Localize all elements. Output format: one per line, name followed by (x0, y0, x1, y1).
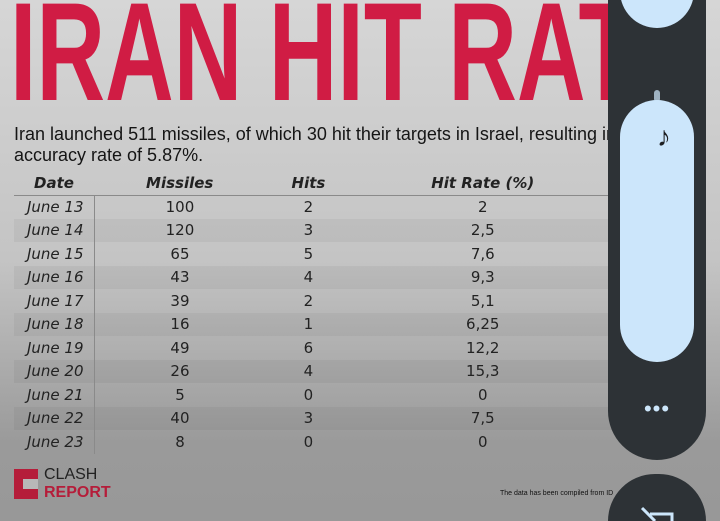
ringer-mode-button[interactable] (620, 0, 694, 28)
media-volume-slider[interactable]: ♪ (620, 100, 694, 362)
table-cell: 26 (94, 359, 266, 383)
table-cell: 1 (265, 312, 352, 336)
table-cell: 3 (265, 406, 352, 430)
column-header: Hit Rate (%) (351, 171, 614, 196)
table-cell: 5 (303, 244, 314, 263)
table-cell: June 16 (14, 265, 95, 289)
logo-text: CLASH (44, 466, 98, 483)
volume-panel: ♪ ••• (608, 0, 706, 460)
table-cell: 49 (170, 338, 190, 357)
table-cell: 15,3 (351, 359, 614, 383)
slider-handle[interactable] (654, 90, 660, 102)
table-cell: 7,5 (351, 406, 614, 430)
table-row: June 21 5 0 0 (14, 383, 614, 407)
table-cell: June 15 (14, 242, 95, 266)
table-cell: June 22 (14, 406, 95, 430)
table-row: June 18 16 1 6,25 (14, 312, 614, 336)
table-cell: 0 (303, 385, 314, 404)
table-cell: 8 (175, 432, 185, 451)
table-cell: 6 (303, 338, 314, 357)
table-cell: 9,3 (351, 265, 614, 289)
table-row: June 14 120 3 2,5 (14, 218, 614, 242)
table-cell: 40 (94, 406, 266, 430)
subtitle-line: Iran launched 511 missiles, of which 30 … (14, 124, 641, 144)
cast-off-button[interactable] (608, 474, 706, 521)
table-cell: 2 (303, 291, 314, 310)
table-cell: June 23 (14, 430, 95, 454)
table-cell: 2,5 (351, 218, 614, 242)
table-cell: 0 (303, 432, 314, 451)
table-cell: 7,6 (470, 244, 495, 263)
table-cell: 5 (175, 385, 185, 404)
table-cell: 4 (265, 265, 352, 289)
table-cell: June 19 (14, 336, 95, 360)
music-note-icon: ♪ (657, 121, 671, 152)
table-row: June 13 100 2 2 (14, 195, 614, 219)
more-settings-button[interactable]: ••• (643, 396, 671, 421)
logo-text: REPORT (44, 484, 111, 501)
table-cell: 5,1 (470, 291, 495, 310)
headline-text: IRAN HIT RATE (10, 0, 700, 110)
table-cell: June 13 (14, 195, 95, 219)
table-cell: 0 (477, 432, 488, 451)
table-cell: 100 (165, 198, 195, 216)
table-row: June 23 8 0 0 (14, 430, 614, 454)
table-cell: 12,2 (466, 338, 500, 357)
table-cell: 6,25 (351, 312, 614, 336)
table-cell: 0 (477, 385, 488, 404)
table-row: June 15 65 5 7,6 (14, 242, 614, 266)
table-cell: June 18 (14, 312, 95, 336)
table-cell: June 20 (14, 359, 95, 383)
cast-off-icon (640, 506, 674, 521)
table-row: June 19 49 6 12,2 (14, 336, 614, 360)
table-cell: 3 (265, 218, 352, 242)
table-row: June 16 43 4 9,3 (14, 265, 614, 289)
table-cell: 39 (170, 291, 190, 310)
logo-mark (14, 469, 38, 499)
table-cell: 2 (303, 198, 314, 216)
table-row: June 22 40 3 7,5 (14, 406, 614, 430)
footnote: The data has been compiled from ID (500, 490, 614, 497)
table-cell: 16 (94, 312, 266, 336)
table-cell: 2 (477, 198, 488, 216)
column-header: Hits (265, 171, 352, 196)
column-header: Missiles (94, 171, 266, 196)
table-cell: June 17 (14, 289, 95, 313)
column-header: Date (14, 171, 94, 196)
table-cell: 120 (94, 218, 266, 242)
table-cell: 43 (94, 265, 266, 289)
table-row: June 20 26 4 15,3 (14, 359, 614, 383)
table-row: June 17 39 2 5,1 (14, 289, 614, 313)
headline: IRAN HIT RATE (10, 0, 700, 110)
table-cell: 65 (170, 244, 190, 263)
table-cell: 4 (265, 359, 352, 383)
clash-report-logo: CLASH REPORT (14, 466, 111, 502)
table-cell: June 21 (14, 383, 95, 407)
table-cell: June 14 (14, 218, 95, 242)
hit-rate-table: Date Missiles Hits Hit Rate (%) June 13 100 2… (14, 171, 614, 454)
